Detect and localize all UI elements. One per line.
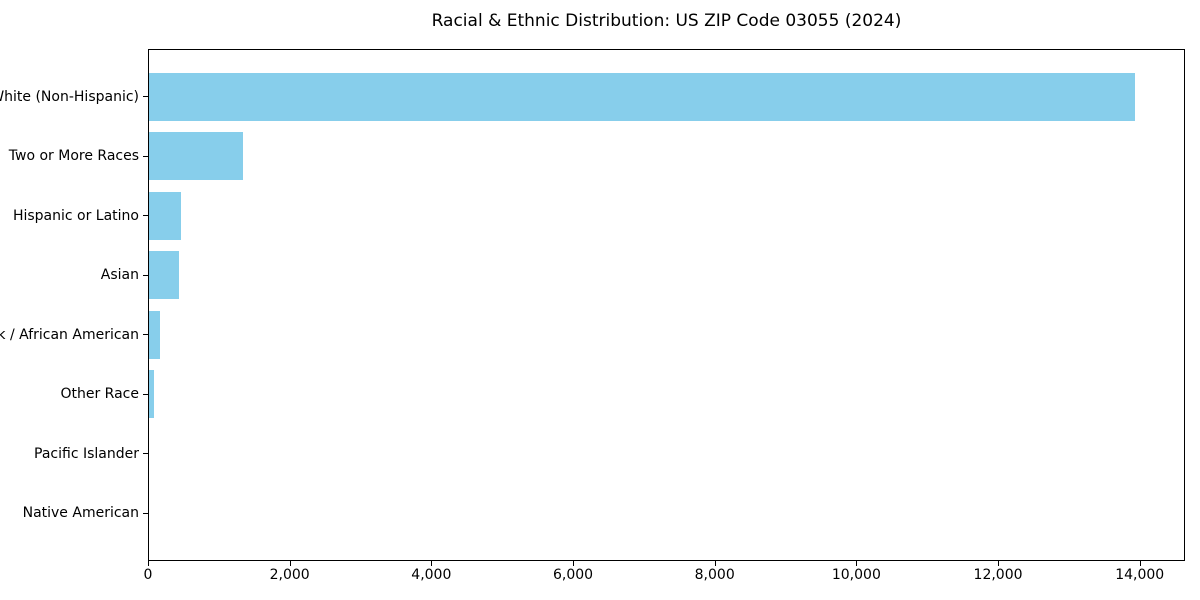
y-label-native-american: Native American <box>22 505 139 522</box>
bar-white-non-hispanic <box>149 72 1135 121</box>
y-label-hispanic-or-latino: Hispanic or Latino <box>12 207 139 224</box>
x-tick-label-6-000: 6,000 <box>552 567 594 583</box>
x-tick-2-000 <box>289 561 291 566</box>
y-label-two-or-more-races: Two or More Races <box>8 148 139 165</box>
bar-hispanic-or-latino <box>149 191 182 240</box>
y-tick-other-race <box>143 393 148 395</box>
y-label-pacific-islander: Pacific Islander <box>34 445 139 462</box>
y-label-other-race: Other Race <box>60 386 139 403</box>
y-tick-black-african-american <box>143 334 148 336</box>
x-tick-label-10-000: 10,000 <box>831 567 881 583</box>
y-label-black-african-american: Black / African American <box>0 326 139 343</box>
x-tick-8-000 <box>714 561 716 566</box>
y-tick-pacific-islander <box>143 453 148 455</box>
x-tick-label-8-000: 8,000 <box>694 567 735 583</box>
y-label-white-non-hispanic: White (Non-Hispanic) <box>0 88 139 105</box>
y-tick-hispanic-or-latino <box>143 215 148 217</box>
bar-two-or-more-races <box>149 132 244 181</box>
y-tick-two-or-more-races <box>143 155 148 157</box>
chart-title: Racial & Ethnic Distribution: US ZIP Cod… <box>431 11 902 31</box>
y-tick-native-american <box>143 512 148 514</box>
y-tick-white-non-hispanic <box>143 96 148 98</box>
plot-area <box>148 49 1185 561</box>
bar-other-race <box>149 370 155 419</box>
x-tick-label-4-000: 4,000 <box>411 567 452 583</box>
x-tick-label-12-000: 12,000 <box>973 567 1023 583</box>
x-tick-0 <box>148 561 149 566</box>
x-tick-14-000 <box>1139 561 1141 566</box>
x-tick-6-000 <box>573 561 575 566</box>
x-tick-label-0: 0 <box>143 567 153 583</box>
x-tick-10-000 <box>856 561 858 566</box>
x-tick-4-000 <box>431 561 433 566</box>
x-tick-12-000 <box>998 561 1000 566</box>
y-label-asian: Asian <box>100 267 139 284</box>
bar-black-african-american <box>149 310 161 359</box>
x-tick-label-2-000: 2,000 <box>269 567 310 583</box>
x-tick-label-14-000: 14,000 <box>1115 567 1165 583</box>
bar-asian <box>149 251 180 300</box>
y-tick-asian <box>143 274 148 276</box>
